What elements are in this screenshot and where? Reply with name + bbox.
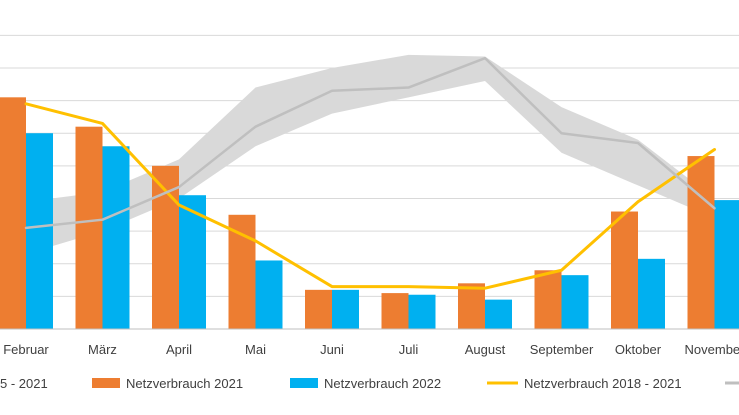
line-netzverbrauch-2018-2021	[24, 102, 716, 290]
x-tick-labels: Februar März April Mai Juni Juli August Septemb…	[3, 342, 739, 357]
bar-2022-märz	[102, 146, 130, 329]
bar-2021-mai	[228, 214, 256, 329]
bar-2022-november	[714, 200, 739, 329]
legend-label: Netzverbrauch 2018 - 2021	[524, 376, 682, 391]
legend-label: 5 - 2021	[0, 376, 48, 391]
x-tick-label: August	[465, 342, 506, 357]
bar-2022-april	[179, 195, 206, 329]
range-band-area	[26, 54, 715, 254]
bar-2022-oktober	[638, 258, 665, 329]
x-tick-label: Oktober	[615, 342, 662, 357]
bar-2022-mai	[255, 260, 283, 329]
x-tick-label: Juni	[320, 342, 344, 357]
bar-2021-oktober	[611, 211, 638, 329]
legend-swatch-2021	[92, 378, 120, 388]
bar-2021-august	[458, 283, 485, 329]
bar-2022-juni	[332, 289, 359, 329]
line-gray-series	[24, 56, 716, 230]
legend: 5 - 2021 Netzverbrauch 2021 Netzverbrauch …	[0, 376, 739, 391]
bar-2021-juli	[381, 293, 409, 329]
bar-2021-märz	[75, 126, 103, 330]
bar-2022-juli	[408, 294, 436, 329]
bar-2022-august	[485, 299, 512, 329]
bar-2021-september	[534, 270, 562, 329]
legend-label: Netzverbrauch 2021	[126, 376, 243, 391]
legend-label: Netzverbrauch 2022	[324, 376, 441, 391]
bar-2022-februar	[26, 133, 53, 329]
bar-2021-juni	[305, 289, 332, 329]
x-tick-label: November	[685, 342, 739, 357]
x-tick-label: Juli	[399, 342, 419, 357]
shaded-range-band	[26, 54, 715, 254]
x-tick-label: Februar	[3, 342, 49, 357]
x-tick-label: Mai	[245, 342, 266, 357]
x-tick-label: März	[88, 342, 117, 357]
x-tick-label: April	[166, 342, 192, 357]
bar-2021-november	[687, 156, 715, 329]
bar-2021-februar	[0, 97, 26, 329]
lines	[24, 56, 716, 290]
x-tick-label: September	[530, 342, 594, 357]
bars	[0, 97, 739, 330]
legend-swatch-2022	[290, 378, 318, 388]
bar-2022-september	[561, 275, 589, 329]
